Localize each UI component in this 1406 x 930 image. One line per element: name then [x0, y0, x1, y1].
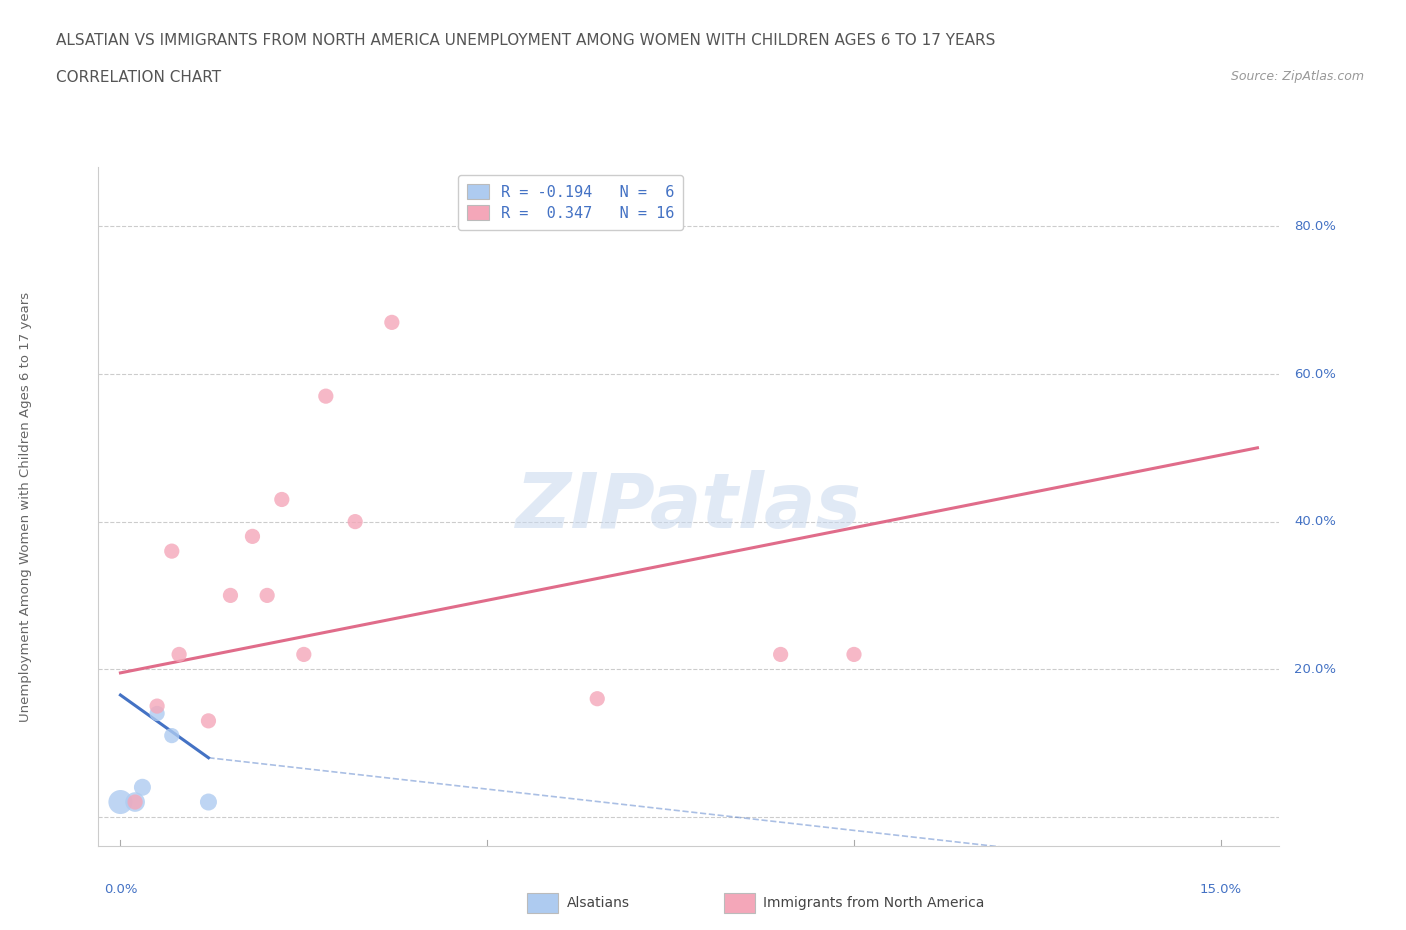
- Point: [124, 794, 146, 809]
- Point: [160, 728, 183, 743]
- Text: Unemployment Among Women with Children Ages 6 to 17 years: Unemployment Among Women with Children A…: [18, 292, 32, 722]
- Point: [270, 492, 292, 507]
- Point: [769, 647, 792, 662]
- Text: 0.0%: 0.0%: [104, 884, 138, 897]
- Point: [381, 315, 404, 330]
- Text: 15.0%: 15.0%: [1199, 884, 1241, 897]
- Point: [315, 389, 337, 404]
- Point: [256, 588, 278, 603]
- Point: [110, 794, 132, 809]
- Point: [586, 691, 609, 706]
- Text: Immigrants from North America: Immigrants from North America: [763, 896, 984, 910]
- Legend: R = -0.194   N =  6, R =  0.347   N = 16: R = -0.194 N = 6, R = 0.347 N = 16: [458, 175, 683, 230]
- Point: [219, 588, 242, 603]
- Point: [160, 544, 183, 559]
- Point: [344, 514, 367, 529]
- Point: [197, 713, 219, 728]
- Point: [146, 706, 169, 721]
- Text: ZIPatlas: ZIPatlas: [516, 470, 862, 544]
- Text: Alsatians: Alsatians: [567, 896, 630, 910]
- Text: 40.0%: 40.0%: [1294, 515, 1336, 528]
- Text: 60.0%: 60.0%: [1294, 367, 1336, 380]
- Text: 20.0%: 20.0%: [1294, 663, 1336, 676]
- Point: [146, 698, 169, 713]
- Text: 80.0%: 80.0%: [1294, 219, 1336, 232]
- Point: [131, 780, 153, 795]
- Point: [242, 529, 264, 544]
- Text: Source: ZipAtlas.com: Source: ZipAtlas.com: [1230, 70, 1364, 83]
- Point: [292, 647, 315, 662]
- Point: [167, 647, 190, 662]
- Text: ALSATIAN VS IMMIGRANTS FROM NORTH AMERICA UNEMPLOYMENT AMONG WOMEN WITH CHILDREN: ALSATIAN VS IMMIGRANTS FROM NORTH AMERIC…: [56, 33, 995, 47]
- Text: CORRELATION CHART: CORRELATION CHART: [56, 70, 221, 85]
- Point: [842, 647, 865, 662]
- Point: [124, 794, 146, 809]
- Point: [197, 794, 219, 809]
